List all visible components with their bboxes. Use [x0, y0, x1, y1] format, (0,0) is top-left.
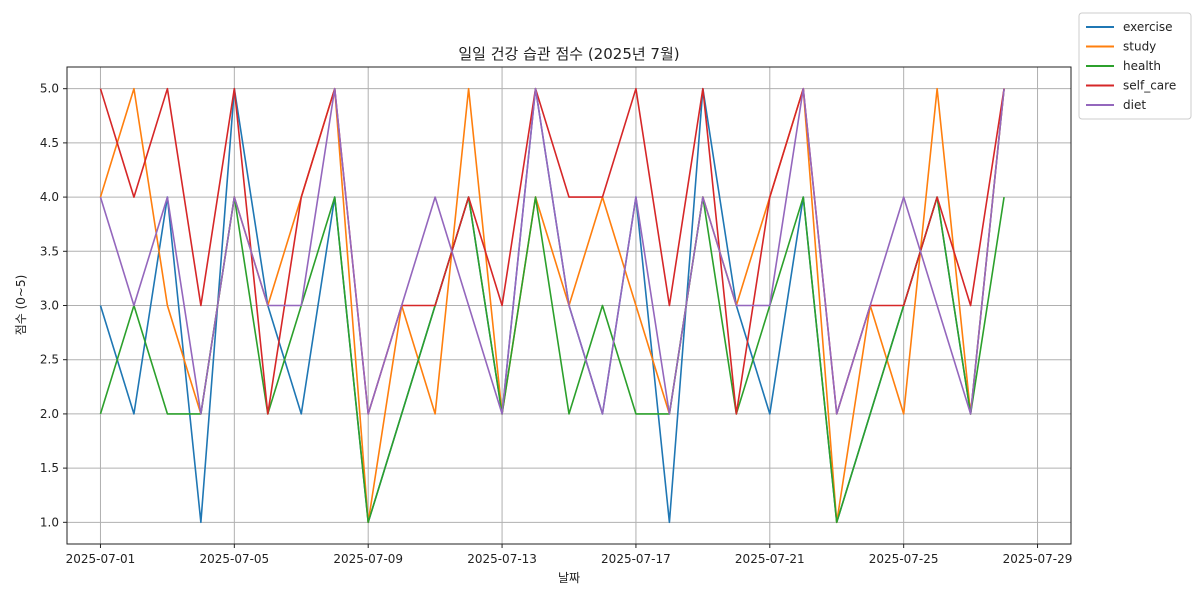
x-tick-label: 2025-07-01	[66, 552, 136, 566]
legend-label-exercise: exercise	[1123, 20, 1173, 34]
x-tick-label: 2025-07-21	[735, 552, 805, 566]
x-axis-label: 날짜	[558, 571, 580, 585]
x-tick-label: 2025-07-29	[1003, 552, 1073, 566]
legend-box	[1078, 12, 1192, 120]
y-tick-label: 3.5	[40, 244, 59, 258]
y-tick-label: 1.5	[40, 461, 59, 475]
y-axis-label: 점수 (0~5)	[14, 275, 28, 336]
legend-label-self-care: self_care	[1123, 79, 1176, 93]
y-tick-label: 3.0	[40, 299, 59, 313]
legend-label-diet: diet	[1123, 98, 1146, 112]
y-tick-label: 2.0	[40, 407, 59, 421]
x-tick-label: 2025-07-25	[869, 552, 939, 566]
y-tick-label: 2.5	[40, 353, 59, 367]
series-lines	[99, 87, 1005, 524]
y-tick-label: 4.0	[40, 190, 59, 204]
legend-label-health: health	[1123, 59, 1161, 73]
series-line-health	[99, 196, 1005, 524]
legend-label-study: study	[1123, 40, 1156, 54]
x-tick-label: 2025-07-05	[199, 552, 269, 566]
axis-ticks: 2025-07-01 2025-07-05 2025-07-09 2025-07-13…	[40, 82, 1073, 566]
y-tick-label: 1.0	[40, 515, 59, 529]
chart-title: 일일 건강 습관 점수 (2025년 7월)	[458, 45, 679, 63]
y-tick-label: 5.0	[40, 82, 59, 96]
x-tick-label: 2025-07-17	[601, 552, 671, 566]
x-tick-label: 2025-07-09	[333, 552, 403, 566]
series-line-diet	[99, 87, 1005, 415]
y-tick-label: 4.5	[40, 136, 59, 150]
x-tick-label: 2025-07-13	[467, 552, 537, 566]
